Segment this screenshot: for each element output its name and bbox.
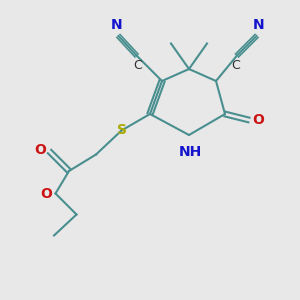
Text: NH: NH (179, 146, 202, 160)
Text: N: N (253, 18, 265, 32)
Text: N: N (110, 18, 122, 32)
Text: O: O (40, 187, 52, 200)
Text: C: C (231, 59, 240, 72)
Text: C: C (134, 59, 142, 72)
Text: O: O (34, 143, 46, 157)
Text: O: O (253, 113, 265, 127)
Text: S: S (116, 124, 127, 137)
